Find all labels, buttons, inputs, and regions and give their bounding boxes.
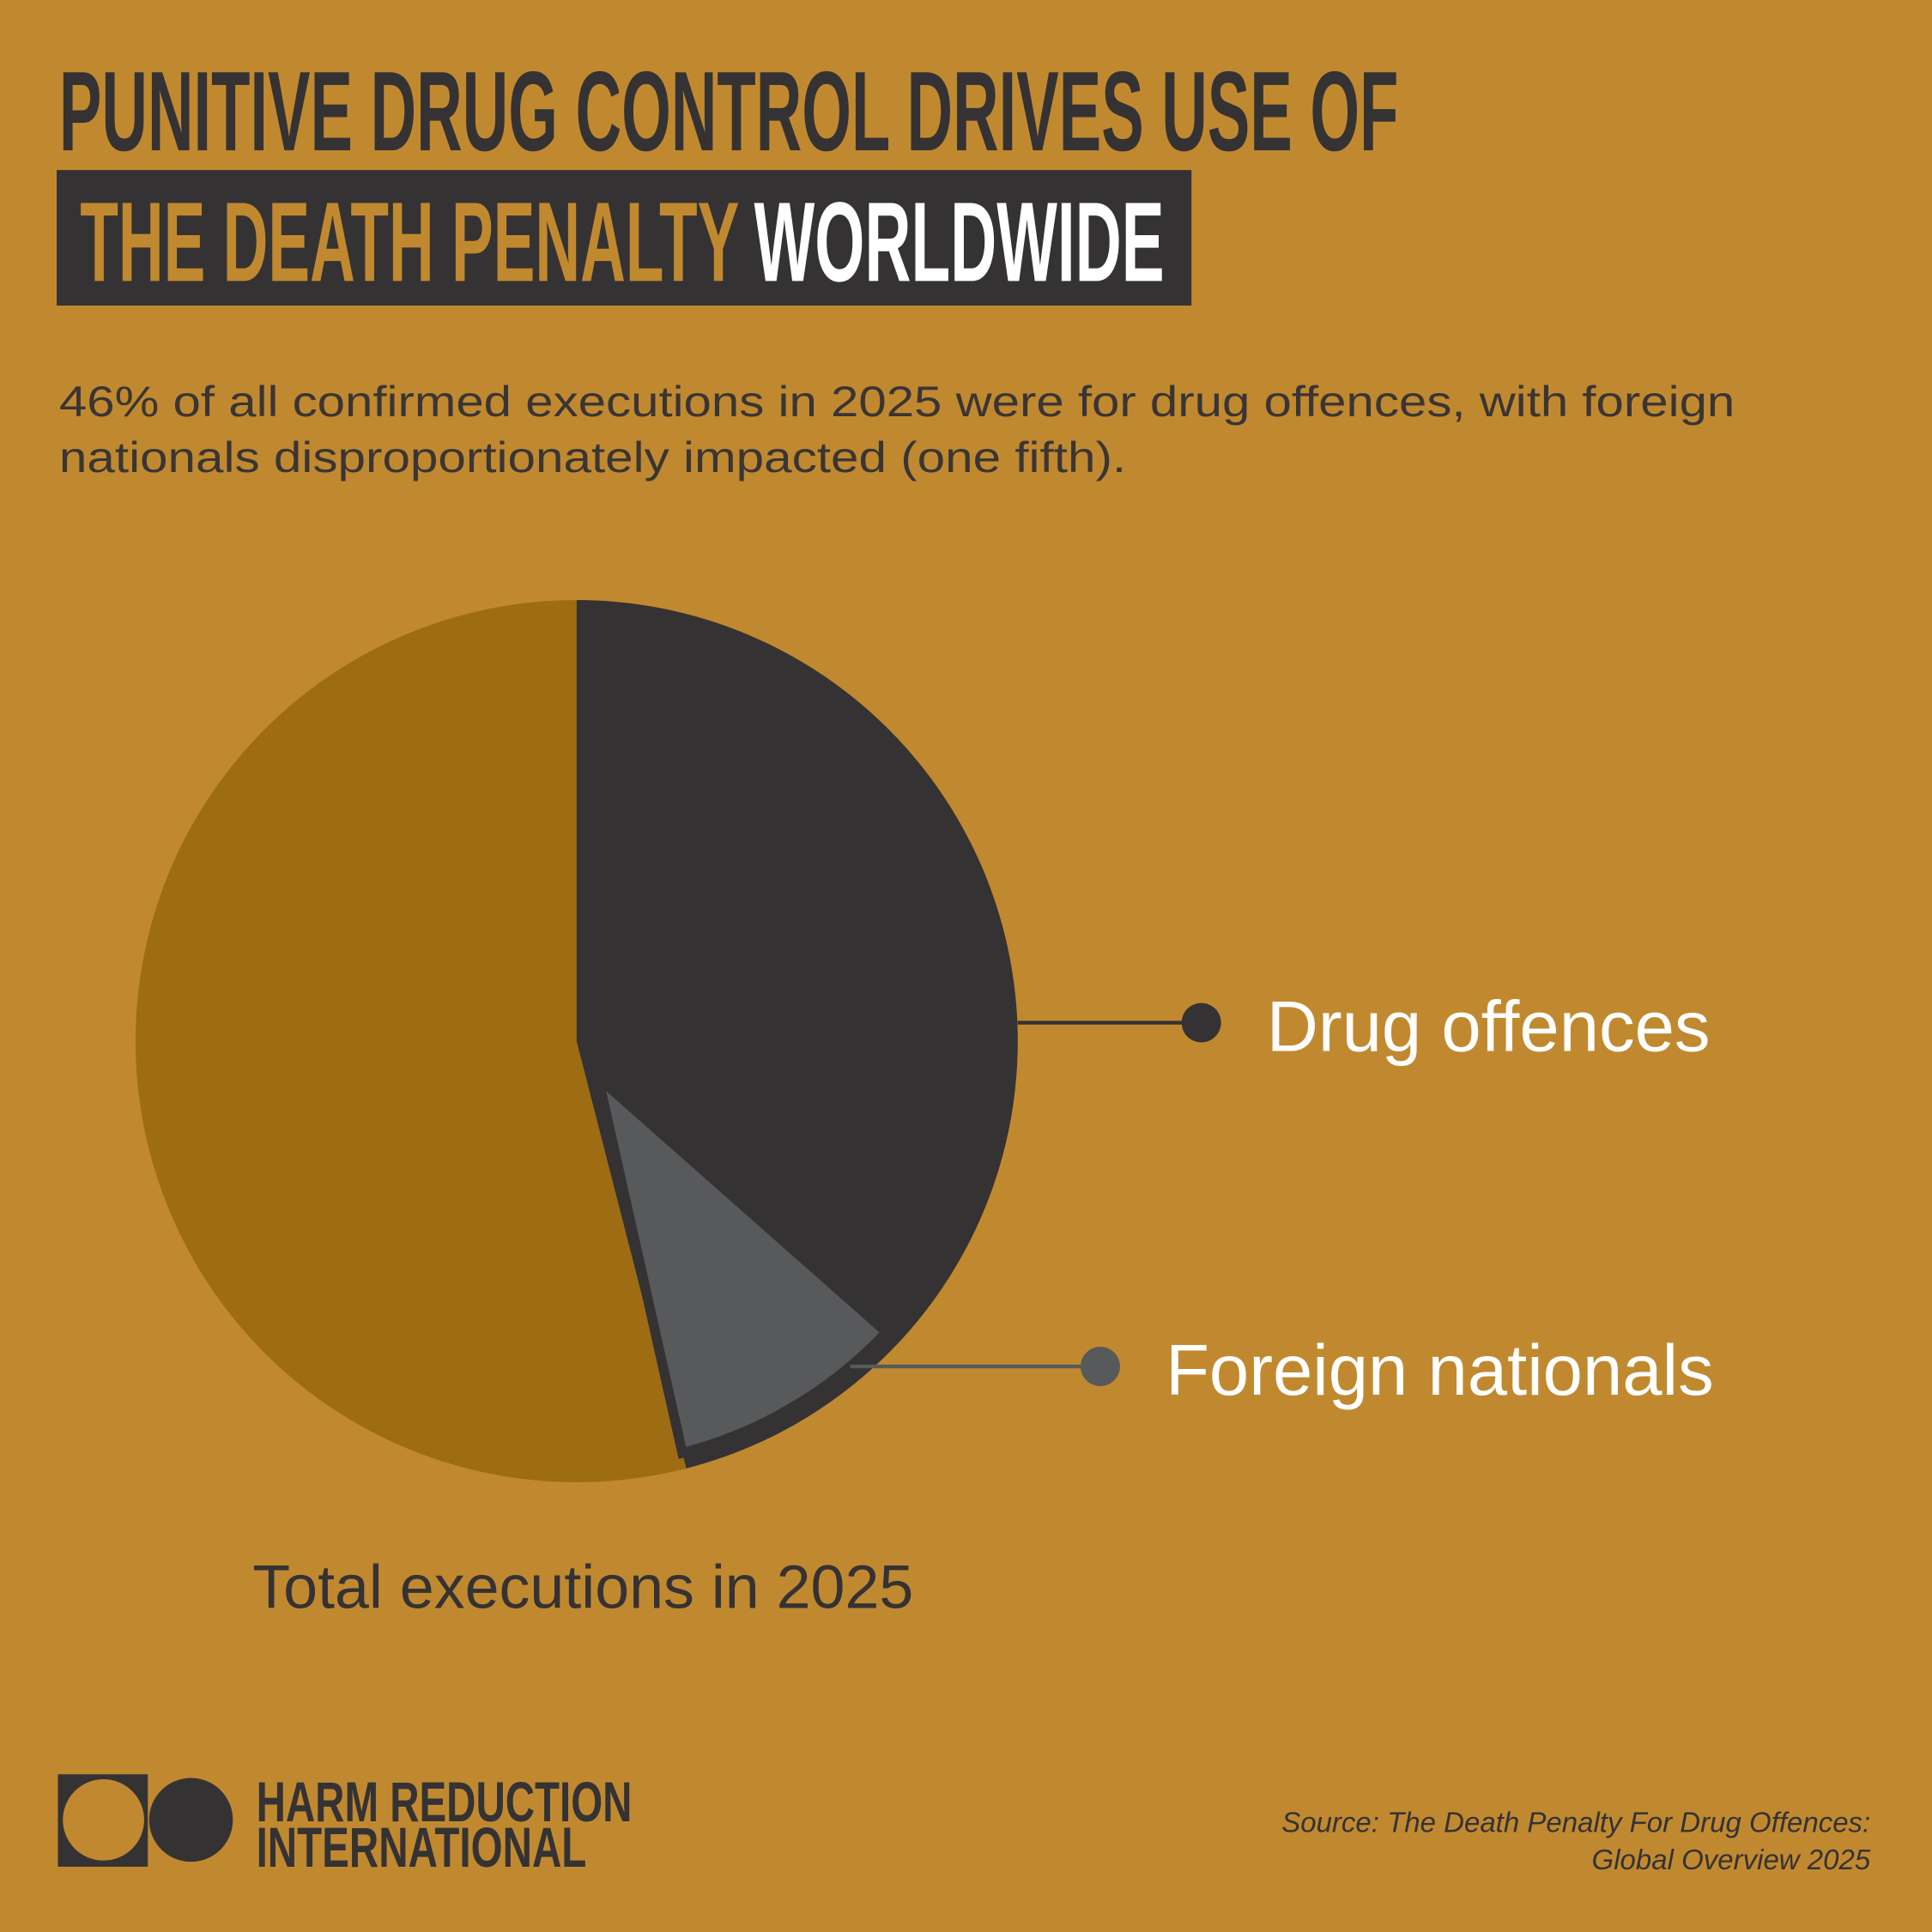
pie-slice xyxy=(590,1063,894,1459)
legend-label: Drug offences xyxy=(1267,987,1711,1067)
source: Global Overview 2025 xyxy=(1592,1844,1871,1875)
logo-circle xyxy=(63,1778,144,1861)
pie xyxy=(135,600,1018,1483)
subtitle: 46% of all confirmed executions in 2025 … xyxy=(59,378,1735,426)
logo-text: HARM REDUCTION xyxy=(257,1770,633,1833)
legend-dot xyxy=(1081,1347,1120,1387)
logo-circle xyxy=(148,1778,233,1862)
title-end: WORLDWIDE xyxy=(754,178,1165,305)
logo-text: INTERNATIONAL xyxy=(257,1815,587,1879)
source: Source: The Death Penalty For Drug Offen… xyxy=(1281,1807,1870,1838)
total-label: Total executions in 2025 xyxy=(252,1553,913,1621)
legend-dot xyxy=(1181,1002,1221,1043)
legend-label: Foreign nationals xyxy=(1166,1330,1714,1410)
title-box xyxy=(57,170,1192,306)
title-highlight: THE DEATH PENALTY xyxy=(80,178,739,305)
subtitle: nationals disproportionately impacted (o… xyxy=(59,433,1126,481)
chart-title: PUNITIVE DRUG CONTROL DRIVES USE OF xyxy=(59,47,1398,174)
